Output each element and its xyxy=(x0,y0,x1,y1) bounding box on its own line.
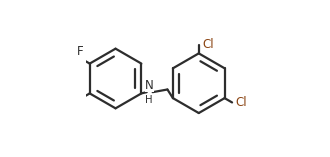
Text: F: F xyxy=(77,45,84,58)
Text: Cl: Cl xyxy=(236,96,247,109)
Text: N: N xyxy=(145,79,153,92)
Text: Cl: Cl xyxy=(202,38,214,51)
Text: H: H xyxy=(146,95,153,105)
